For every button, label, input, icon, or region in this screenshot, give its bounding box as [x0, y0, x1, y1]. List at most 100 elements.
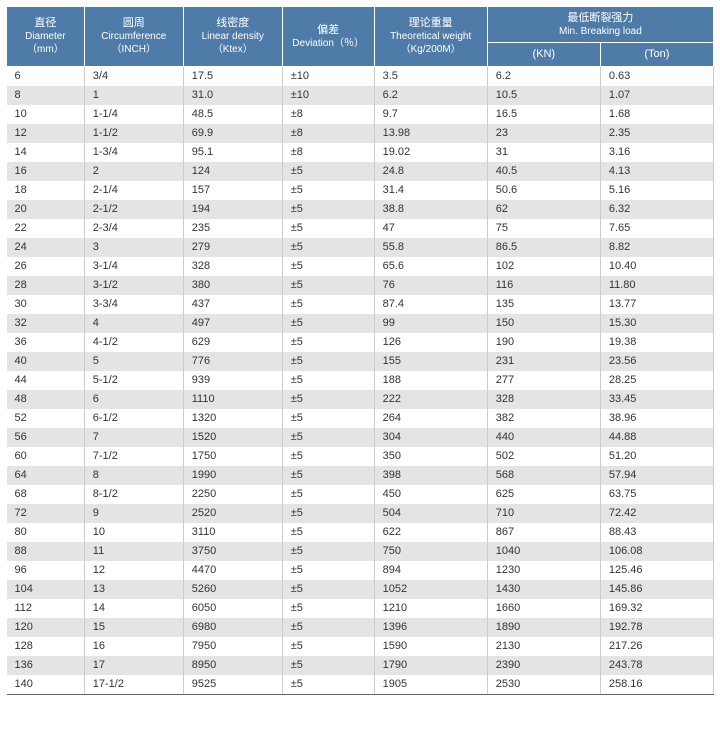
hdr-circ-unit: （INCH） — [91, 43, 177, 56]
table-cell: ±5 — [282, 523, 374, 542]
table-cell: 15 — [84, 618, 183, 637]
table-cell: 13 — [84, 580, 183, 599]
table-cell: ±5 — [282, 352, 374, 371]
table-cell: 8 — [84, 466, 183, 485]
table-cell: 106.08 — [600, 542, 713, 561]
table-cell: ±5 — [282, 599, 374, 618]
table-cell: 382 — [487, 409, 600, 428]
table-row: 121-1/269.9±813.98232.35 — [7, 124, 714, 143]
table-row: 202-1/2194±538.8626.32 — [7, 200, 714, 219]
table-cell: 5260 — [183, 580, 282, 599]
hdr-dev-cn: 偏差 — [317, 24, 339, 36]
hdr-weight-cn: 理论重量 — [409, 17, 453, 29]
table-cell: 16 — [7, 162, 85, 181]
table-cell: 264 — [374, 409, 487, 428]
table-cell: 235 — [183, 219, 282, 238]
table-cell: 13.77 — [600, 295, 713, 314]
table-cell: 96 — [7, 561, 85, 580]
table-cell: ±5 — [282, 238, 374, 257]
table-cell: 11.80 — [600, 276, 713, 295]
table-header: 直径 Diameter （mm） 圆周 Circumference （INCH）… — [7, 7, 714, 67]
table-cell: 55.8 — [374, 238, 487, 257]
table-row: 243279±555.886.58.82 — [7, 238, 714, 257]
table-cell: 44.88 — [600, 428, 713, 447]
spec-table: 直径 Diameter （mm） 圆周 Circumference （INCH）… — [6, 6, 714, 695]
table-cell: 99 — [374, 314, 487, 333]
table-body: 63/417.5±103.56.20.638131.0±106.210.51.0… — [7, 66, 714, 694]
table-row: 7292520±550471072.42 — [7, 504, 714, 523]
table-cell: 13.98 — [374, 124, 487, 143]
table-cell: 1905 — [374, 675, 487, 695]
table-cell: 192.78 — [600, 618, 713, 637]
table-cell: 6-1/2 — [84, 409, 183, 428]
table-cell: 398 — [374, 466, 487, 485]
table-cell: 140 — [7, 675, 85, 695]
table-cell: ±5 — [282, 618, 374, 637]
table-cell: ±5 — [282, 333, 374, 352]
table-row: 607-1/21750±535050251.20 — [7, 447, 714, 466]
table-cell: 750 — [374, 542, 487, 561]
table-cell: 104 — [7, 580, 85, 599]
table-cell: 51.20 — [600, 447, 713, 466]
table-row: 182-1/4157±531.450.65.16 — [7, 181, 714, 200]
table-cell: ±5 — [282, 656, 374, 675]
table-cell: 328 — [183, 257, 282, 276]
table-cell: 116 — [487, 276, 600, 295]
table-cell: 17 — [84, 656, 183, 675]
table-cell: 31.0 — [183, 86, 282, 105]
table-cell: 5.16 — [600, 181, 713, 200]
table-cell: 31.4 — [374, 181, 487, 200]
table-cell: 17-1/2 — [84, 675, 183, 695]
table-cell: 10 — [84, 523, 183, 542]
table-cell: 6050 — [183, 599, 282, 618]
table-cell: 710 — [487, 504, 600, 523]
table-row: 364-1/2629±512619019.38 — [7, 333, 714, 352]
table-cell: 437 — [183, 295, 282, 314]
table-cell: ±5 — [282, 314, 374, 333]
table-cell: 136 — [7, 656, 85, 675]
table-cell: 15.30 — [600, 314, 713, 333]
table-cell: 2130 — [487, 637, 600, 656]
table-cell: 1.07 — [600, 86, 713, 105]
table-cell: 7950 — [183, 637, 282, 656]
table-cell: 157 — [183, 181, 282, 200]
table-cell: 6.2 — [374, 86, 487, 105]
table-row: 141-3/495.1±819.02313.16 — [7, 143, 714, 162]
table-cell: 2250 — [183, 485, 282, 504]
table-cell: 38.96 — [600, 409, 713, 428]
table-cell: 112 — [7, 599, 85, 618]
table-cell: 68 — [7, 485, 85, 504]
table-row: 96124470±58941230125.46 — [7, 561, 714, 580]
table-cell: 1052 — [374, 580, 487, 599]
table-cell: 1750 — [183, 447, 282, 466]
hdr-density-en: Linear density — [190, 30, 276, 43]
table-row: 63/417.5±103.56.20.63 — [7, 66, 714, 86]
table-cell: 1890 — [487, 618, 600, 637]
table-cell: 14 — [84, 599, 183, 618]
table-cell: 150 — [487, 314, 600, 333]
table-cell: 10.5 — [487, 86, 600, 105]
table-cell: 23 — [487, 124, 600, 143]
table-cell: 622 — [374, 523, 487, 542]
table-cell: 30 — [7, 295, 85, 314]
table-cell: ±8 — [282, 105, 374, 124]
table-cell: 72 — [7, 504, 85, 523]
table-cell: ±5 — [282, 542, 374, 561]
table-cell: ±10 — [282, 66, 374, 86]
table-cell: ±5 — [282, 295, 374, 314]
table-row: 263-1/4328±565.610210.40 — [7, 257, 714, 276]
hdr-density-unit: （Ktex） — [190, 43, 276, 56]
table-row: 324497±59915015.30 — [7, 314, 714, 333]
table-cell: ±5 — [282, 637, 374, 656]
table-row: 104135260±510521430145.86 — [7, 580, 714, 599]
table-cell: 31 — [487, 143, 600, 162]
table-row: 222-3/4235±547757.65 — [7, 219, 714, 238]
table-cell: 24 — [7, 238, 85, 257]
table-cell: 894 — [374, 561, 487, 580]
table-cell: 3-3/4 — [84, 295, 183, 314]
table-cell: ±5 — [282, 257, 374, 276]
table-cell: 939 — [183, 371, 282, 390]
table-cell: 1520 — [183, 428, 282, 447]
table-cell: 9 — [84, 504, 183, 523]
table-cell: 7.65 — [600, 219, 713, 238]
